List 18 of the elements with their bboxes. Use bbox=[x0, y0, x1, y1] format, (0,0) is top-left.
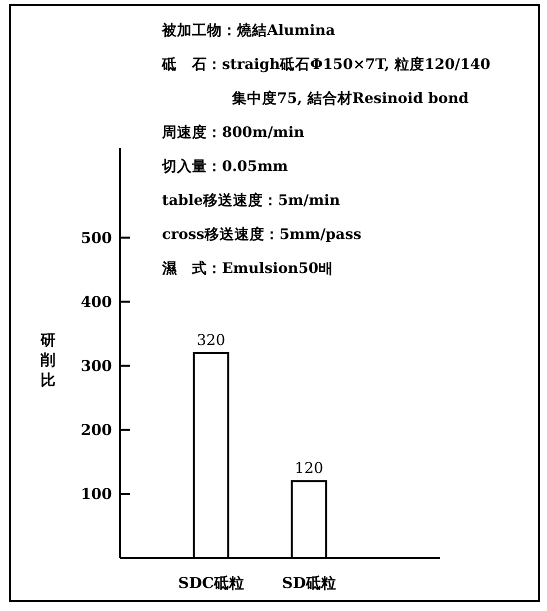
text: 砥 石：straigh砥石Φ150×7T, 粒度120/140 bbox=[161, 55, 490, 73]
data-label: 120 bbox=[294, 459, 324, 478]
data-label: 320 bbox=[196, 331, 226, 349]
text: 集中度75, 結合材Resinoid bond bbox=[231, 89, 469, 107]
x-tick-label: SDC砥粒 bbox=[178, 574, 244, 592]
y-axis-title: 研削比 bbox=[40, 331, 56, 389]
y-tick-label: 300 bbox=[80, 357, 112, 376]
y-tick-label: 400 bbox=[80, 293, 112, 311]
text: 周速度：800m/min bbox=[161, 123, 305, 141]
annotation: 濕 式：Emulsion50배 bbox=[161, 260, 334, 277]
annotation: cross移送速度：5mm/pass bbox=[162, 225, 362, 243]
annotation: table移送速度：5m/min bbox=[162, 191, 341, 209]
y-tick-label: 100 bbox=[80, 485, 112, 504]
y-tick-label: 200 bbox=[80, 421, 112, 440]
text: 被加工物：燒結Alumina bbox=[161, 22, 336, 39]
x-tick-label: SD砥粒 bbox=[282, 574, 336, 592]
y-tick-label: 500 bbox=[80, 228, 112, 247]
annotation: 切入量：0.05mm bbox=[161, 158, 289, 175]
